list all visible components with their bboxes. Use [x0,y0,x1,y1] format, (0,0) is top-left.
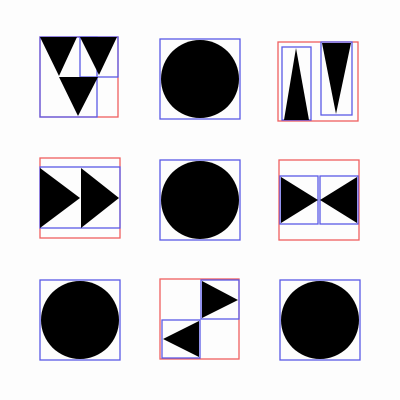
inner-box [159,38,241,120]
cell-r3-c3 [279,279,361,361]
outer-box [277,41,359,122]
triangle-right [281,177,318,223]
triangle-up [284,48,309,120]
triangle-down [80,37,117,75]
circle-shape [161,40,239,118]
circle-shape [161,161,239,239]
inner-box [320,41,353,116]
cell-r1-c1 [39,36,119,118]
cell-r2-c3 [278,159,360,241]
outer-box [278,159,360,241]
triangle-right [81,168,119,228]
cell-r1-c2 [159,38,241,120]
cells-layer [39,36,361,361]
cell-r3-c2 [159,278,240,360]
triangle-down [59,77,98,116]
inner-box [279,279,361,361]
inner-box [200,279,240,320]
triangle-right [202,281,238,318]
triangle-left [163,321,199,357]
inner-box [161,319,201,359]
triangle-right [40,168,80,228]
cell-r2-c2 [159,159,241,241]
circle-shape [281,281,359,359]
cell-r2-c1 [39,157,121,239]
cell-r1-c3 [277,41,359,122]
inner-box [159,159,241,241]
triangle-down [40,37,77,76]
inner-box [39,279,121,361]
triangle-left [320,177,357,223]
circle-shape [41,281,119,359]
triangle-down [322,43,351,114]
cell-r3-c1 [39,279,121,361]
